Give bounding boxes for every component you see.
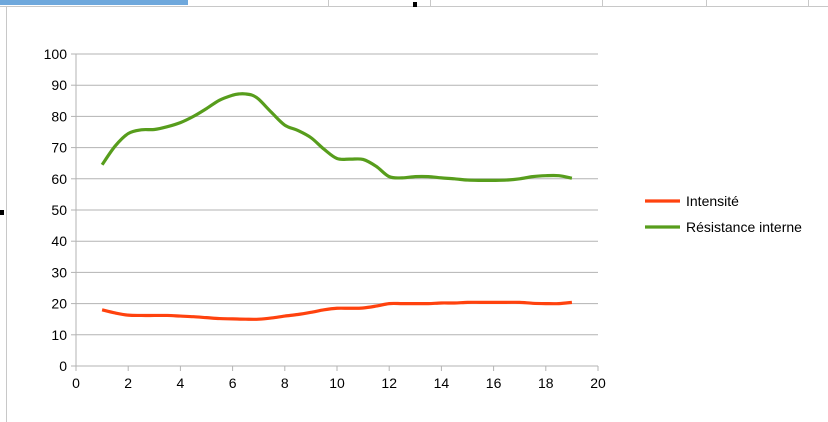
selected-cell-highlight [0,0,188,5]
series-line-resistance-interne [100,92,573,182]
x-tick-label: 16 [486,375,502,391]
axes: 0 10 20 30 40 50 60 70 80 90 100 0 2 4 6 8 10 12 14 16 18 20 [44,46,606,391]
y-tick-label: 20 [51,296,67,312]
y-tick-label: 0 [59,358,67,374]
y-tick-label: 80 [51,108,67,124]
x-tick-label: 4 [177,375,185,391]
x-tick-label: 14 [434,375,450,391]
grid-lines [76,53,598,336]
chart-resize-handle-top[interactable] [413,2,417,7]
legend-label-resistance-interne: Résistance interne [686,219,802,235]
x-tick-label: 18 [538,375,554,391]
x-tick-label: 6 [229,375,237,391]
series-line-intensite [101,300,573,321]
y-tick-label: 30 [51,264,67,280]
y-tick-label: 40 [51,233,67,249]
cell-divider [328,0,329,6]
y-tick-label: 90 [51,77,67,93]
chart-resize-handle-left[interactable] [0,210,4,215]
x-tick-label: 8 [281,375,289,391]
y-tick-label: 60 [51,171,67,187]
y-tick-label: 70 [51,140,67,156]
x-tick-label: 12 [381,375,397,391]
x-tick-label: 10 [329,375,345,391]
legend-label-intensite: Intensité [686,193,739,209]
cell-divider [430,0,431,6]
y-tick-label: 50 [51,202,67,218]
y-tick-label: 10 [51,327,67,343]
cell-divider [706,0,707,6]
cell-divider [602,0,603,6]
x-tick-label: 0 [72,375,80,391]
x-tick-label: 20 [590,375,606,391]
x-tick-label: 2 [124,375,132,391]
series-lines [100,92,573,321]
chart-area [6,6,828,422]
legend: Intensité Résistance interne [645,193,802,235]
cell-divider [808,0,809,6]
y-tick-label: 100 [44,46,68,62]
